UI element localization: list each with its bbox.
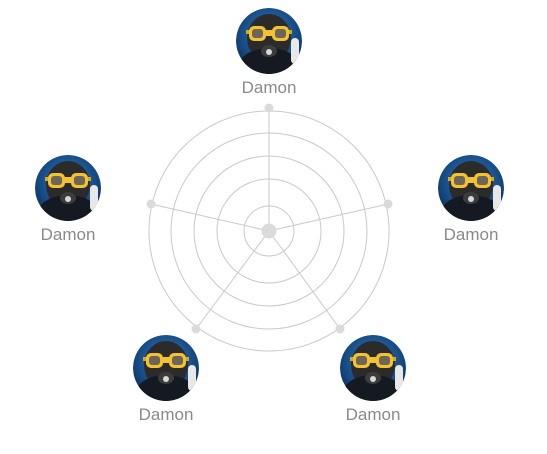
person-left[interactable]: Damon: [18, 155, 118, 245]
person-name: Damon: [241, 78, 297, 97]
tip-bottom-left: [191, 324, 201, 334]
diver-avatar-icon: [236, 8, 302, 74]
person-right[interactable]: Damon: [421, 155, 521, 245]
tip-left: [146, 199, 156, 209]
person-bottom-right[interactable]: Damon: [323, 335, 423, 425]
diver-avatar-icon: [35, 155, 101, 221]
person-name: Damon: [138, 405, 194, 424]
diver-avatar-icon: [340, 335, 406, 401]
spoke-bottom-left: [195, 230, 270, 330]
diver-avatar-icon: [133, 335, 199, 401]
hub-dot: [261, 223, 277, 239]
spoke-bottom-right: [268, 230, 341, 330]
person-top[interactable]: Damon: [219, 8, 319, 98]
spoke-tips: [146, 103, 393, 334]
person-name: Damon: [345, 405, 401, 424]
tip-right: [383, 199, 393, 209]
person-name: Damon: [40, 225, 96, 244]
tip-top: [264, 103, 274, 113]
spoke-left: [150, 203, 270, 232]
tip-bottom-right: [335, 324, 345, 334]
person-name: Damon: [443, 225, 499, 244]
spokes: [150, 108, 389, 330]
person-bottom-left[interactable]: Damon: [116, 335, 216, 425]
spoke-right: [268, 203, 389, 232]
diver-avatar-icon: [438, 155, 504, 221]
